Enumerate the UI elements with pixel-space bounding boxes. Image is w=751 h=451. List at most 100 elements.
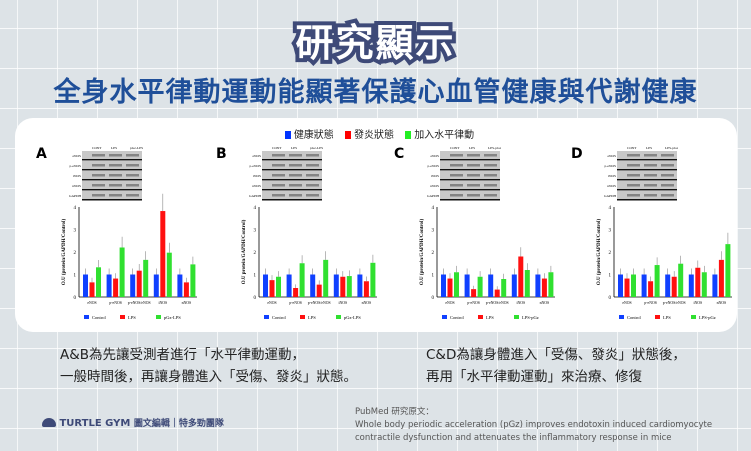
blot-band: [661, 184, 674, 187]
blot-band: [272, 174, 285, 177]
bar: [113, 278, 119, 297]
blot-band: [126, 184, 139, 187]
bar: [441, 274, 446, 297]
legend-swatch: [264, 315, 269, 319]
blot-band: [627, 194, 640, 197]
bar: [286, 274, 292, 297]
legend-label: pGz-LPS: [164, 315, 181, 320]
blot-band: [289, 174, 302, 177]
bar: [190, 264, 196, 297]
blot-lane-label: LPS-pGz: [488, 146, 501, 150]
legend-label: LPS: [663, 315, 671, 320]
legend-swatch: [691, 315, 696, 319]
bar: [276, 276, 281, 297]
blot-band: [109, 194, 122, 197]
y-axis-label: O.U (protein/GAPDH/Control): [62, 219, 67, 286]
blot-separator: [617, 199, 677, 201]
y-tick-label: 3: [432, 229, 435, 234]
blot-band: [644, 154, 657, 157]
legend-label: Control: [450, 315, 465, 320]
blot-row-label: GAPDH: [249, 194, 262, 198]
y-axis-label: O.U (protein/GAPDH/Control): [420, 219, 425, 286]
legend-swatch: [120, 315, 125, 319]
blot-lane-label: pGz-LPS: [130, 146, 143, 150]
reference-title: PubMed 研究原文：: [355, 407, 434, 417]
x-tick-label: iNOS: [338, 301, 347, 305]
blot-row-label: nNOS: [607, 184, 616, 188]
x-tick-label: iNOS: [516, 301, 525, 305]
y-tick-label: 2: [432, 251, 435, 256]
brand-note: 圖文編輯｜特多勁團隊: [133, 419, 224, 429]
blot-band: [272, 164, 285, 167]
legend-swatch: [478, 315, 483, 319]
bar: [725, 244, 731, 297]
bar: [119, 247, 125, 297]
legend-label: pGz-LPS: [344, 315, 361, 320]
legend-swatch: [300, 315, 305, 319]
blot-separator: [262, 199, 322, 201]
bar: [263, 274, 268, 297]
bar: [269, 280, 275, 297]
blot-band: [661, 174, 674, 177]
brand-logo: TURTLE GYM 圖文編輯｜特多勁團隊: [42, 416, 224, 429]
bar: [160, 211, 166, 297]
blot-band: [92, 164, 105, 167]
blot-band: [644, 164, 657, 167]
x-tick-label: p-eNOS/eNOS: [128, 301, 151, 305]
panel-label: A: [36, 146, 47, 162]
blot-row-label: p-eNOS: [70, 164, 82, 168]
legend-label: Control: [92, 315, 107, 320]
bar: [518, 256, 524, 297]
blot-row-label: iNOS: [253, 174, 261, 178]
blot-separator: [617, 179, 677, 181]
description-line: C&D為讓身體進入「受傷、發炎」狀態後，: [426, 347, 686, 363]
bar: [511, 274, 517, 297]
blot-separator: [82, 169, 142, 171]
bar: [671, 276, 677, 297]
blot-lane-label: CONT: [450, 146, 460, 150]
blot-band: [484, 174, 497, 177]
legend-label: LPS-pGz: [522, 315, 539, 320]
page-subtitle: 全身水平律動運動能顯著保護心血管健康與代謝健康: [53, 77, 698, 108]
blot-row-label: p-eNOS: [250, 164, 262, 168]
bar: [346, 276, 352, 297]
blot-band: [289, 164, 302, 167]
legend-swatch: [336, 315, 341, 319]
legend-swatch: [619, 315, 624, 319]
bar: [477, 276, 483, 297]
blot-band: [272, 184, 285, 187]
blot-band: [467, 164, 480, 167]
legend-swatch: [514, 315, 519, 319]
panel-a: A CONT LPS pGz-LPS eNOS p-eNOS iNOS nNOS GAPDH 0 1…: [36, 146, 197, 320]
blot-band: [126, 164, 139, 167]
y-tick-label: 1: [609, 274, 612, 279]
blot-lane-label: CONT: [92, 146, 102, 150]
blot-band: [92, 174, 105, 177]
blot-band: [272, 194, 285, 197]
x-tick-label: eNOS: [267, 301, 276, 305]
bar: [718, 259, 724, 297]
y-tick-label: 3: [74, 229, 77, 234]
description-ab: A&B為先讓受測者進行「水平律動運動， 一般時間後，再讓身體進入「受傷、發炎」狀…: [60, 344, 357, 388]
legend-label: 發炎狀態: [354, 130, 394, 141]
blot-band: [627, 164, 640, 167]
bar: [183, 282, 189, 297]
bar: [454, 272, 459, 297]
y-tick-label: 4: [609, 206, 612, 211]
blot-lane-label: LPS: [469, 146, 475, 150]
blot-band: [644, 174, 657, 177]
x-tick-label: p-eNOS/eNOS: [308, 301, 331, 305]
bar: [357, 274, 363, 297]
blot-band: [484, 164, 497, 167]
blot-row-label: p-eNOS: [605, 164, 617, 168]
blot-band: [126, 174, 139, 177]
blot-band: [661, 164, 674, 167]
blot-band: [467, 184, 480, 187]
x-tick-label: p-eNOS: [467, 301, 479, 305]
y-tick-label: 1: [254, 274, 257, 279]
blot-band: [126, 154, 139, 157]
blot-row-label: eNOS: [430, 154, 439, 158]
blot-band: [126, 194, 139, 197]
bar: [177, 274, 183, 297]
bar: [130, 274, 136, 297]
